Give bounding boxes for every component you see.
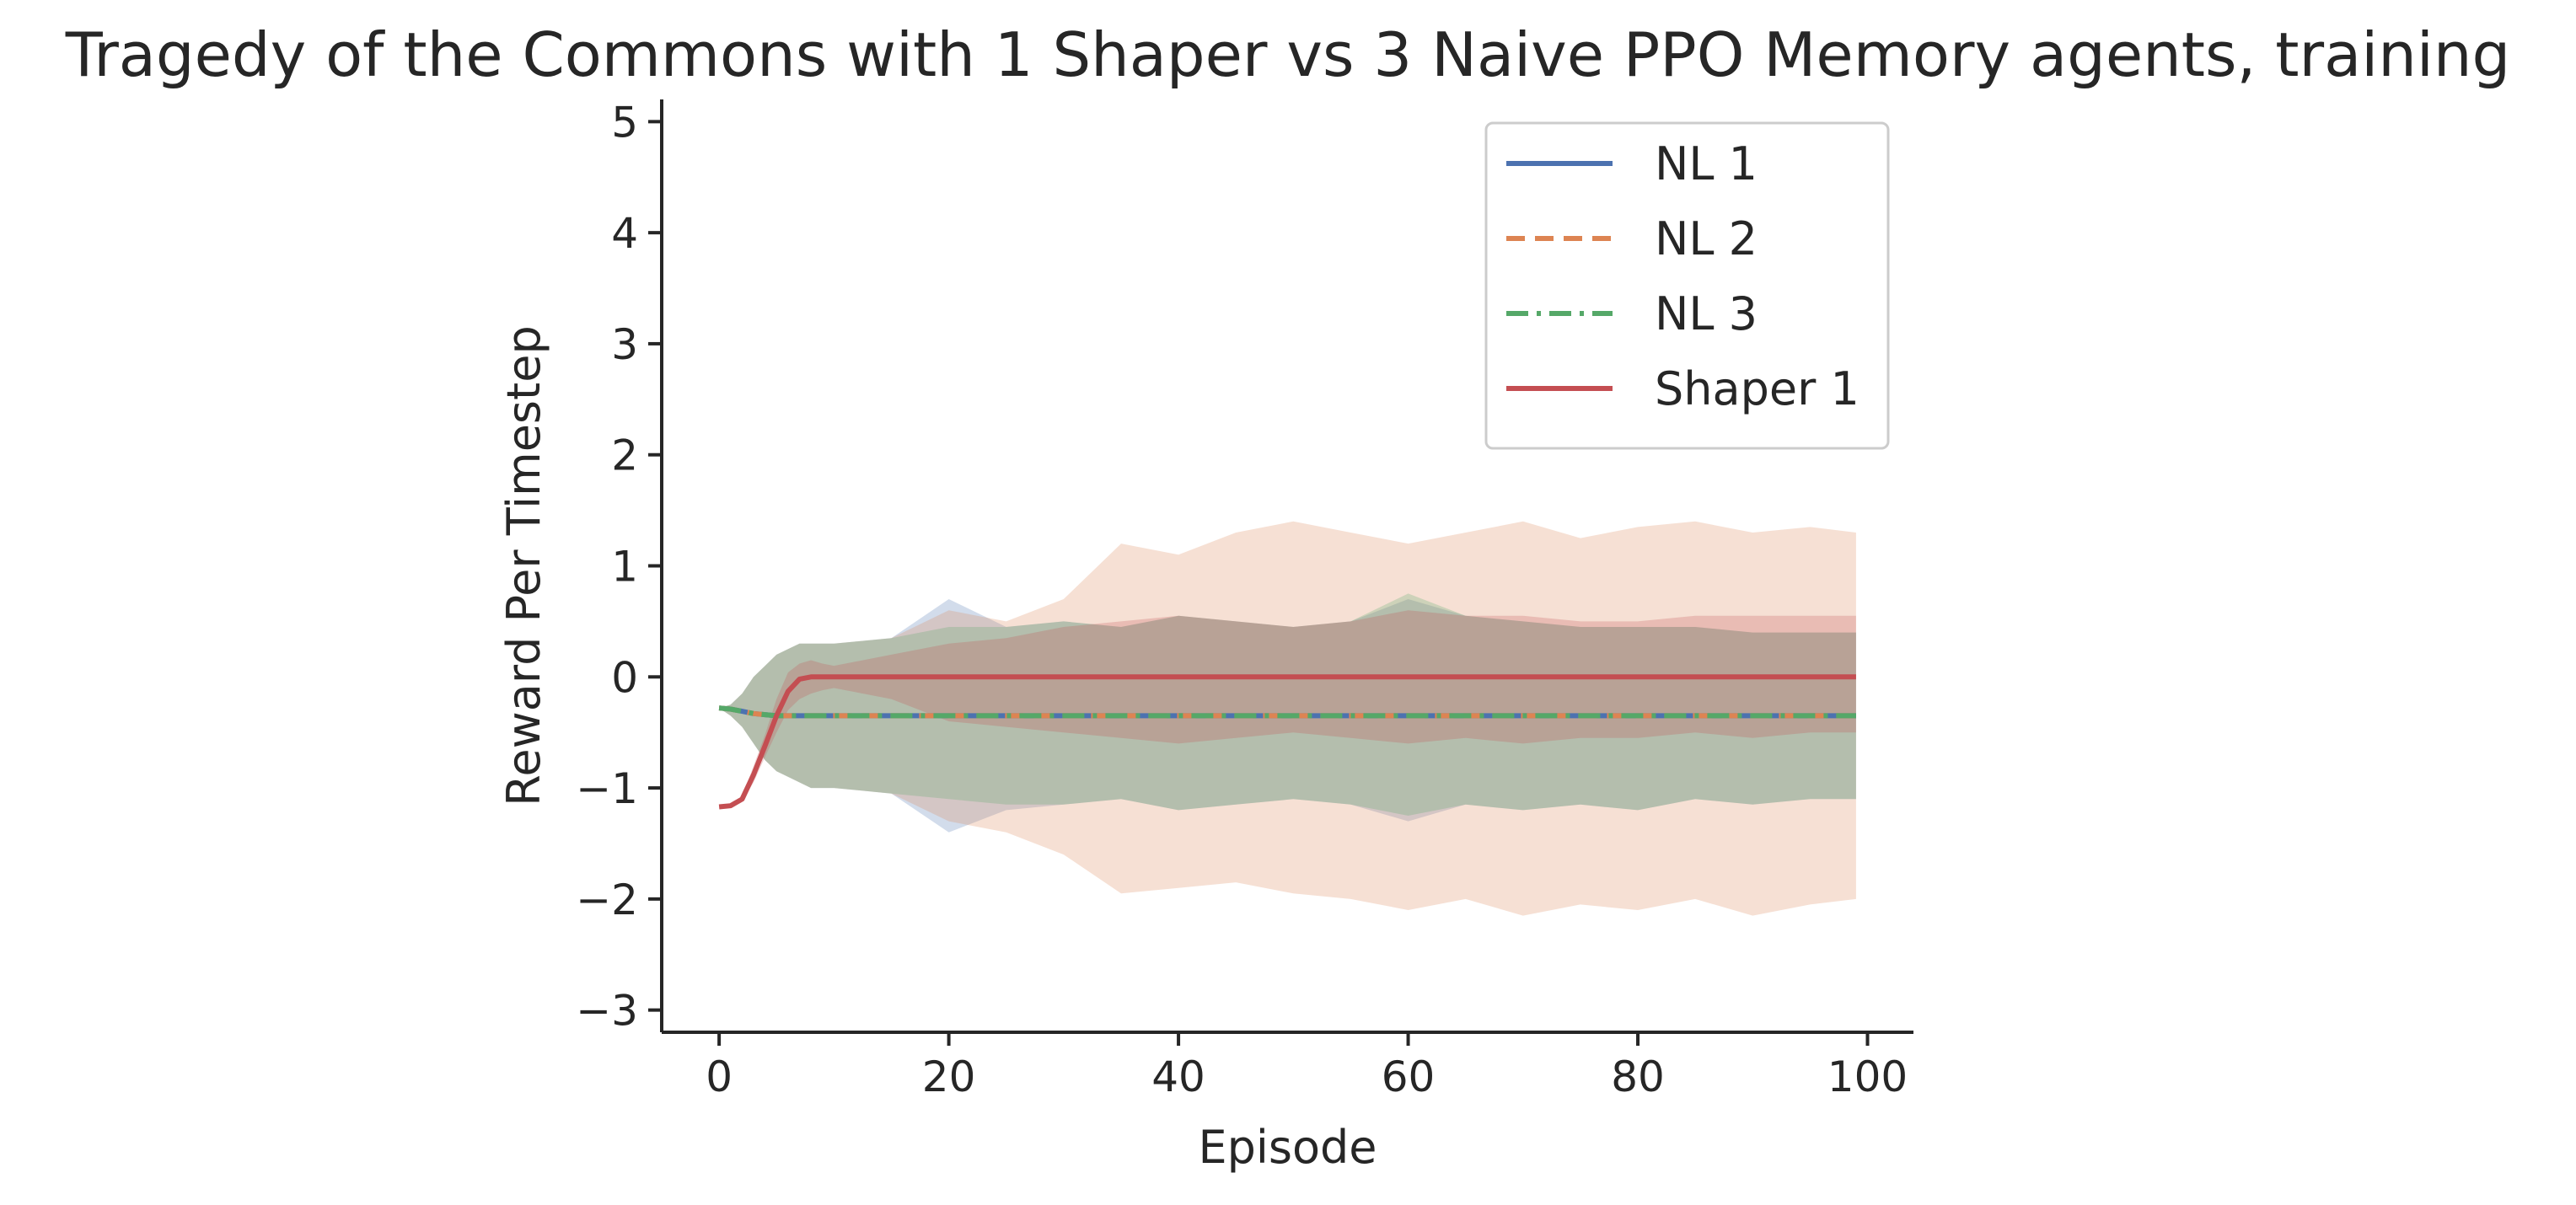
legend-label-nl-2: NL 2 [1655,212,1758,265]
chart-title: Tragedy of the Commons with 1 Shaper vs … [65,19,2510,90]
y-tick-label: −3 [576,987,638,1036]
x-tick-label: 20 [922,1052,976,1101]
y-tick-label: −1 [576,764,638,813]
y-tick-label: 5 [611,98,638,147]
legend-label-nl-1: NL 1 [1655,137,1758,190]
confidence-bands [719,521,1856,916]
series-lines [718,674,1856,810]
y-tick-label: 0 [611,653,638,702]
line-nl-3 [718,705,1856,719]
legend-box [1484,121,1890,450]
x-tick-label: 60 [1382,1052,1436,1101]
line-shaper-1 [718,674,1856,810]
y-tick-label: 1 [611,543,638,592]
y-tick-label: 2 [611,431,638,480]
legend: NL 1 NL 2 NL 3 Shaper 1 [1484,121,1890,450]
y-axis-label: Reward Per Timestep [497,325,550,806]
x-tick-label: 0 [706,1052,733,1101]
band-shaper-1 [719,610,1856,807]
y-tick-label: 3 [611,320,638,369]
x-ticks: 0 20 40 60 80 100 [706,1032,1908,1101]
band-nl-2 [719,521,1856,916]
x-tick-label: 100 [1827,1052,1908,1101]
band-nl-3 [719,593,1856,816]
x-tick-label: 80 [1611,1052,1665,1101]
y-tick-label: 4 [611,209,638,258]
legend-label-shaper-1: Shaper 1 [1655,362,1860,415]
x-axis-label: Episode [1198,1121,1377,1174]
y-tick-label: −2 [576,876,638,924]
x-tick-label: 40 [1151,1052,1205,1101]
y-ticks: −3 −2 −1 0 1 2 3 4 5 [576,98,662,1036]
legend-label-nl-3: NL 3 [1655,287,1758,340]
